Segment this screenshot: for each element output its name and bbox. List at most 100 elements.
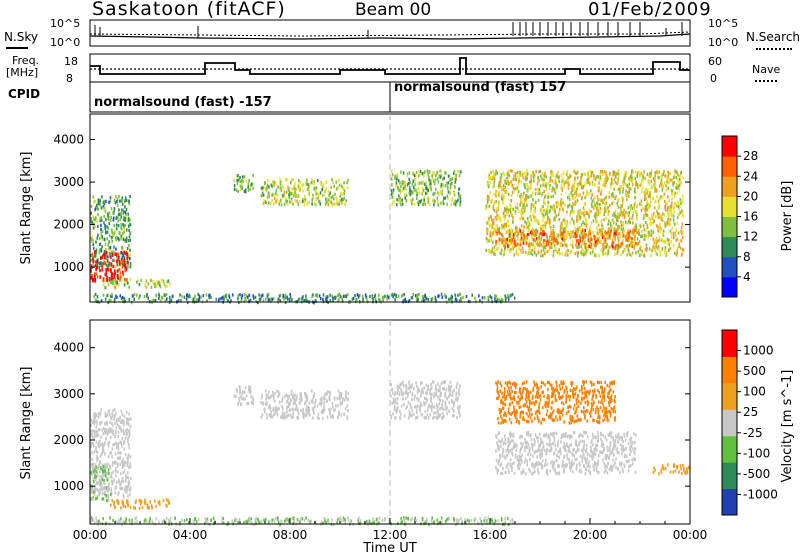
range-cell — [503, 226, 505, 230]
range-cell — [294, 191, 296, 195]
range-cell — [427, 298, 430, 302]
range-cell — [391, 183, 393, 187]
range-cell — [120, 275, 122, 279]
range-cell — [99, 261, 102, 265]
range-cell — [504, 245, 506, 249]
range-cell — [273, 193, 276, 197]
range-cell — [121, 202, 124, 206]
range-cell — [581, 228, 584, 232]
range-cell — [662, 212, 664, 216]
range-cell — [338, 293, 340, 297]
range-cell — [369, 294, 371, 298]
range-cell — [567, 179, 569, 183]
range-cell — [392, 200, 395, 204]
range-cell — [317, 196, 319, 200]
range-cell — [382, 299, 384, 303]
range-cell — [599, 211, 601, 215]
range-cell — [311, 180, 314, 185]
range-cell — [449, 186, 452, 190]
range-cell — [640, 245, 642, 249]
range-cell — [318, 200, 320, 204]
range-cell — [678, 188, 681, 192]
range-cell — [500, 252, 502, 256]
range-cell — [228, 295, 231, 299]
range-cell — [681, 236, 684, 240]
range-cell — [551, 205, 553, 209]
range-cell — [540, 252, 542, 256]
range-cell — [612, 232, 615, 236]
range-cell — [654, 176, 657, 180]
range-cell — [509, 169, 512, 173]
range-cell — [390, 189, 393, 193]
range-cell — [641, 186, 644, 190]
range-cell — [101, 264, 104, 268]
range-cell — [537, 176, 539, 180]
range-cell — [618, 187, 621, 192]
range-cell — [659, 250, 662, 254]
range-cell — [550, 230, 552, 234]
range-cell — [342, 186, 345, 190]
range-cell — [262, 201, 265, 205]
range-cell — [419, 200, 421, 204]
range-cell — [659, 214, 662, 218]
range-cell — [592, 247, 594, 251]
range-cell — [661, 233, 664, 237]
range-cell — [282, 186, 285, 190]
range-cell — [584, 245, 587, 249]
range-cell — [560, 204, 562, 208]
range-cell — [503, 215, 505, 219]
range-cell — [109, 218, 112, 222]
range-cell — [510, 228, 513, 232]
range-cell — [326, 197, 328, 201]
range-cell — [579, 208, 581, 212]
range-cell — [562, 179, 565, 183]
range-cell — [525, 194, 528, 198]
range-cell — [404, 184, 407, 188]
range-cell — [580, 223, 583, 227]
range-cell — [443, 293, 446, 297]
range-cell — [121, 259, 123, 263]
range-cell — [488, 195, 490, 199]
range-cell — [93, 217, 95, 221]
range-cell — [512, 207, 515, 211]
range-cell — [681, 213, 684, 217]
range-cell — [104, 252, 106, 256]
range-cell — [179, 293, 181, 297]
range-cell — [681, 222, 684, 226]
range-cell — [524, 250, 527, 254]
range-cell — [397, 294, 400, 298]
range-cell — [606, 178, 609, 183]
range-cell — [543, 224, 545, 229]
range-cell — [102, 200, 105, 205]
range-cell — [533, 173, 535, 177]
range-cell — [664, 246, 667, 250]
range-cell — [111, 294, 113, 298]
range-cell — [678, 244, 681, 248]
range-cell — [643, 233, 646, 237]
range-cell — [543, 232, 546, 236]
range-cell — [596, 206, 598, 211]
freq-tick-bottom: 8 — [66, 72, 73, 85]
colorbar-tick-label: 12 — [743, 230, 758, 244]
range-cell — [616, 172, 618, 176]
range-cell — [565, 180, 568, 184]
range-cell — [116, 295, 118, 299]
range-cell — [386, 297, 388, 301]
range-cell — [614, 237, 616, 241]
noise-sky-legend-line — [6, 47, 28, 49]
range-cell — [616, 251, 618, 255]
range-cell — [587, 175, 589, 179]
range-cell — [621, 201, 624, 205]
range-cell — [101, 245, 103, 249]
range-cell — [606, 234, 608, 238]
range-cell — [308, 189, 310, 193]
range-cell — [97, 233, 99, 237]
range-cell — [654, 171, 656, 175]
range-cell — [563, 182, 566, 186]
range-cell — [592, 177, 595, 181]
range-cell — [519, 201, 522, 205]
range-cell — [535, 200, 537, 204]
range-cell — [262, 186, 264, 190]
range-cell — [525, 221, 528, 225]
noise-search-legend-line — [756, 48, 792, 50]
